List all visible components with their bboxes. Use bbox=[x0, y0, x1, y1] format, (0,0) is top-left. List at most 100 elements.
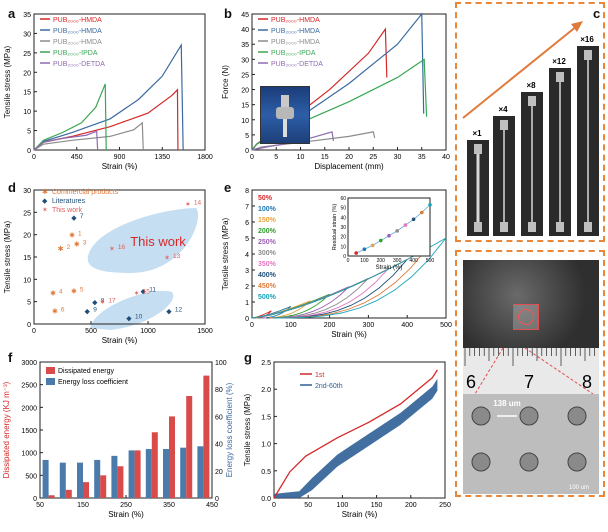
e-inset-frame bbox=[347, 197, 431, 257]
e-inset-point bbox=[379, 238, 383, 243]
a-ytick-label: 20 bbox=[23, 70, 31, 77]
f-ytick-label: 500 bbox=[25, 473, 37, 480]
a-xtick-label: 1800 bbox=[197, 154, 213, 161]
b-ytick-label: 5 bbox=[245, 133, 249, 140]
d-point-marker: ✶ bbox=[109, 245, 115, 253]
d-point-label: 12 bbox=[175, 307, 183, 314]
f-ytick-label: 2000 bbox=[21, 405, 37, 412]
a-series-line bbox=[33, 130, 99, 151]
d-legend-label: Literatures bbox=[52, 198, 86, 205]
micro-pit bbox=[471, 406, 491, 426]
f-bar-energy bbox=[48, 495, 55, 498]
e-inset-point bbox=[362, 247, 367, 252]
panel-a: a 0 5 10 15 20 25 30 35 0 450 900 1350 1800 Strain (%… bbox=[0, 0, 215, 175]
f-bar-energy bbox=[186, 396, 193, 498]
d-point-label: 10 bbox=[135, 313, 143, 320]
panel-f: f 0 500 1000 1500 2000 2500 3000 50 150 250 350 450… bbox=[0, 348, 240, 527]
d-xtick-label: 500 bbox=[85, 328, 97, 335]
d-ytick-label: 10 bbox=[23, 277, 31, 284]
b-ytick-label: 0 bbox=[245, 148, 249, 155]
d-point-marker: ◆ bbox=[126, 315, 132, 322]
d-point-marker: ✱ bbox=[50, 290, 56, 298]
d-legend-marker: ✱ bbox=[42, 188, 48, 196]
e-legend-label: 250% bbox=[258, 239, 277, 246]
micro-pit bbox=[519, 452, 539, 472]
f-bar-energy bbox=[83, 482, 89, 498]
b-ytick-label: 45 bbox=[241, 12, 249, 19]
f-xtick-label: 350 bbox=[163, 502, 175, 509]
e-xtick-label: 500 bbox=[440, 322, 452, 329]
a-series-line bbox=[33, 121, 144, 151]
f-legend-label: Energy loss coefficient bbox=[58, 379, 128, 386]
b-legend-label: PUB₂₀₀₀-IPDA bbox=[271, 50, 316, 57]
d-ytick-label: 5 bbox=[27, 300, 31, 307]
e-ytick-label: 1 bbox=[245, 300, 249, 307]
f-y2tick-label: 40 bbox=[215, 442, 223, 449]
f-ytick-label: 1500 bbox=[21, 428, 37, 435]
b-xtick-label: 35 bbox=[418, 154, 426, 161]
e-legend-label: 450% bbox=[258, 283, 277, 290]
a-legend-label: PUB₂₀₀₀-HMDA bbox=[53, 17, 102, 24]
panel-c: c ×1 ×4 ×8 ×12 ×16 bbox=[455, 0, 608, 244]
chart-a: 0 5 10 15 20 25 30 35 0 450 900 1350 1800 Strain (%) T… bbox=[3, 12, 213, 171]
e-ytick-label: 8 bbox=[245, 188, 249, 195]
d-point-marker: ✱ bbox=[58, 245, 64, 253]
panel-label-c: c bbox=[593, 6, 601, 21]
a-xtick-label: 1350 bbox=[154, 154, 170, 161]
stretch-label: ×8 bbox=[526, 81, 536, 90]
e-inset-xlabel: Strain (%) bbox=[376, 265, 403, 271]
stretch-label: ×12 bbox=[552, 57, 566, 66]
d-point-label: 8 bbox=[101, 298, 105, 305]
clamp-top bbox=[474, 144, 482, 154]
chart-g: 0.0 0.5 1.0 1.5 2.0 2.5 0 50 100 150 200 250 Strain … bbox=[243, 360, 451, 519]
micro-pit bbox=[519, 406, 539, 426]
f-bar-loss bbox=[180, 447, 187, 498]
f-bar-loss bbox=[145, 449, 152, 498]
d-point-marker: ✱ bbox=[71, 288, 77, 296]
f-bar-energy bbox=[65, 489, 72, 498]
d-point-label: 7 bbox=[80, 213, 84, 220]
f-ytick-label: 3000 bbox=[21, 360, 37, 367]
e-inset-ytick: 40 bbox=[340, 215, 346, 221]
e-ytick-label: 4 bbox=[245, 252, 249, 259]
f-bar-loss bbox=[94, 459, 101, 498]
d-legend-label: This work bbox=[52, 207, 82, 214]
panel-b: b 0 5 10 15 20 25 30 35 40 45 0 5 10 15 20 25 30 35 40 Disp… bbox=[218, 0, 453, 175]
clamp-bottom bbox=[500, 222, 508, 232]
d-point-marker: ✶ bbox=[134, 290, 140, 298]
e-xtick-label: 0 bbox=[250, 322, 254, 329]
d-point-marker: ◆ bbox=[71, 215, 77, 222]
e-inset-point bbox=[370, 243, 375, 248]
f-ytick-label: 0 bbox=[33, 496, 37, 503]
clamp-top bbox=[500, 120, 508, 130]
a-xtick-label: 450 bbox=[71, 154, 83, 161]
b-series-line bbox=[251, 58, 428, 151]
f-y2tick-label: 100 bbox=[215, 360, 227, 367]
d-xtick-label: 1000 bbox=[140, 328, 156, 335]
f-bar-loss bbox=[42, 459, 49, 498]
e-xtick-label: 200 bbox=[324, 322, 336, 329]
b-xtick-label: 15 bbox=[321, 154, 329, 161]
a-ytick-label: 25 bbox=[23, 51, 31, 58]
d-xtick-label: 1500 bbox=[197, 328, 213, 335]
g-xtick-label: 150 bbox=[371, 502, 383, 509]
d-point-marker: ✶ bbox=[164, 254, 170, 262]
zoom-circle bbox=[518, 309, 534, 325]
d-point-label: 16 bbox=[118, 244, 126, 251]
sample-surface-photo bbox=[463, 260, 599, 348]
clamp-bottom bbox=[556, 222, 564, 232]
scale-label-bottom: 100 um bbox=[569, 485, 589, 491]
f-y2tick-label: 60 bbox=[215, 414, 223, 421]
f-y-axis-label: Dissipated energy (KJ m⁻³) bbox=[2, 381, 11, 478]
g-xtick-label: 250 bbox=[439, 502, 451, 509]
b-xtick-label: 0 bbox=[250, 154, 254, 161]
e-inset-xtick: 200 bbox=[377, 258, 386, 264]
g-xtick-label: 0 bbox=[272, 502, 276, 509]
f-bar-loss bbox=[128, 450, 135, 498]
f-bar-energy bbox=[169, 416, 175, 498]
panel-label-f: f bbox=[8, 350, 13, 365]
e-ytick-label: 0 bbox=[245, 316, 249, 323]
e-inset-point bbox=[428, 202, 432, 207]
f-y2tick-label: 0 bbox=[215, 496, 219, 503]
